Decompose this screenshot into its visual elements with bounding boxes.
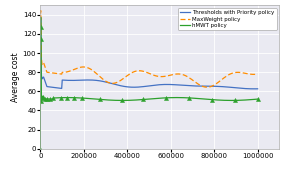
Thresholds with Priority policy: [46, 86, 50, 88]
hMWT policy: [256, 98, 259, 100]
Thresholds with Priority policy: [40, 75, 43, 78]
MaxWeight policy: [39, 9, 42, 12]
MaxWeight policy: [43, 64, 46, 66]
Thresholds with Priority policy: [39, 37, 42, 39]
hMWT policy: [39, 30, 42, 32]
MaxWeight policy: [74, 68, 77, 70]
Thresholds with Priority policy: [108, 82, 112, 84]
Thresholds with Priority policy: [74, 79, 77, 81]
MaxWeight policy: [46, 71, 50, 73]
hMWT policy: [40, 99, 43, 101]
hMWT policy: [108, 99, 112, 101]
MaxWeight policy: [39, 27, 42, 29]
Thresholds with Priority policy: [43, 79, 46, 81]
Line: MaxWeight policy: MaxWeight policy: [40, 10, 258, 149]
MaxWeight policy: [39, 148, 42, 150]
Y-axis label: Average cost: Average cost: [11, 52, 20, 102]
MaxWeight policy: [256, 73, 259, 75]
MaxWeight policy: [40, 60, 43, 62]
Line: hMWT policy: hMWT policy: [40, 17, 258, 149]
Thresholds with Priority policy: [39, 148, 42, 150]
hMWT policy: [46, 98, 50, 100]
hMWT policy: [39, 16, 42, 18]
Thresholds with Priority policy: [256, 88, 259, 90]
hMWT policy: [74, 97, 77, 99]
Thresholds with Priority policy: [39, 16, 42, 18]
hMWT policy: [43, 98, 46, 100]
Line: Thresholds with Priority policy: Thresholds with Priority policy: [40, 17, 258, 149]
Legend: Thresholds with Priority policy, MaxWeight policy, hMWT policy: Thresholds with Priority policy, MaxWeig…: [178, 8, 276, 30]
hMWT policy: [39, 148, 42, 150]
MaxWeight policy: [108, 82, 112, 84]
